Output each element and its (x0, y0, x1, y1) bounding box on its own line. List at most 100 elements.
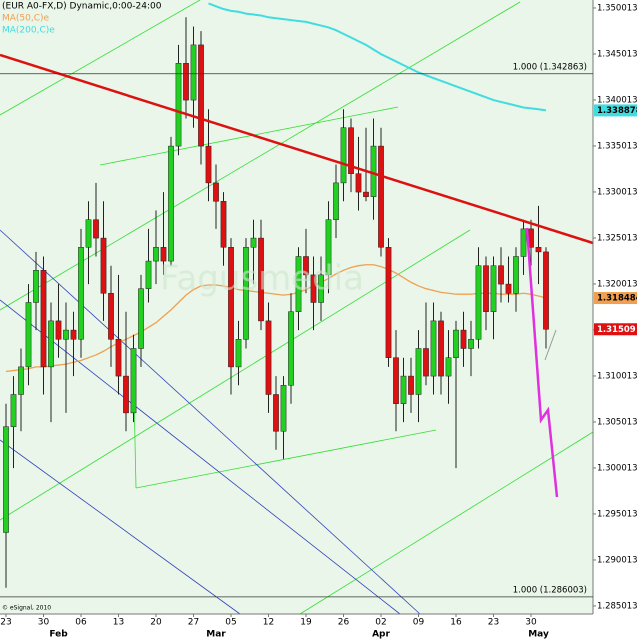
candle-body (108, 293, 114, 340)
candle-body (205, 145, 212, 184)
candle-body (40, 270, 47, 368)
x-tick-label: 23 (0, 618, 11, 628)
x-tick-label: 30 (38, 618, 50, 628)
projection-line (525, 227, 559, 498)
candle-body (220, 201, 227, 248)
y-tick-label: 1.285013 (597, 601, 637, 611)
candle-body (10, 394, 17, 427)
candle-body (370, 145, 377, 197)
candle-body (415, 348, 422, 395)
time-axis-background (0, 614, 593, 640)
y-tick-label: 1.345013 (597, 49, 637, 59)
candle-body (258, 237, 264, 322)
x-tick-label: 13 (113, 618, 124, 628)
level-label: 1.000 (1.342863) (513, 62, 587, 72)
candle-body (228, 247, 234, 368)
x-tick-label: 20 (150, 618, 162, 628)
chart-title: (EUR A0-FX,D) Dynamic,0:00-24:00 (2, 2, 162, 12)
x-tick-label: 27 (188, 618, 199, 628)
candle-body (213, 182, 219, 202)
y-tick-label: 1.325013 (597, 233, 637, 243)
candle-body (310, 274, 317, 303)
y-tick-label: 1.300013 (597, 463, 637, 473)
legend-entry: MA(50,C)e (2, 14, 50, 24)
candle-body (453, 329, 459, 358)
candle-body (288, 311, 294, 386)
candle-body (475, 265, 482, 340)
candle-body (265, 320, 272, 395)
y-tick-label: 1.305013 (597, 417, 637, 427)
candle-body (115, 339, 122, 377)
candle-body (145, 260, 152, 289)
candle-body (100, 237, 107, 294)
x-tick-label: 09 (413, 618, 425, 628)
drawings (0, 0, 594, 615)
candle-body (93, 219, 99, 239)
trend-line (99, 106, 399, 166)
candle-body (198, 44, 204, 147)
candle-body (168, 145, 174, 262)
x-tick-label: 19 (300, 618, 312, 628)
legend-entry: MA(200,C)e (2, 26, 55, 36)
trend-line (299, 431, 594, 615)
resistance-line (0, 53, 594, 245)
trend-line (0, 439, 241, 615)
x-tick-label: 06 (75, 618, 87, 628)
month-label: Mar (206, 630, 226, 640)
ma-line (208, 2, 547, 112)
candle-body (160, 247, 167, 262)
y-tick-label: 1.320013 (597, 279, 637, 289)
candle-body (460, 329, 467, 349)
candle-body (175, 63, 182, 147)
y-tick-label: 1.340013 (597, 95, 637, 105)
x-tick-label: 05 (225, 618, 236, 628)
candle-body (438, 320, 444, 377)
trend-line (0, 0, 201, 116)
candle-body (355, 173, 362, 193)
candle-body (340, 127, 347, 184)
last-value-label: 1.318484 (597, 294, 637, 304)
candle-body (423, 348, 429, 377)
candle-body (468, 339, 474, 349)
candle-body (250, 237, 257, 248)
candle-body (505, 283, 512, 294)
candle-body (348, 127, 354, 174)
candle-body (490, 265, 497, 312)
candle-body (153, 247, 159, 262)
candle-body (190, 44, 197, 101)
copyright: © eSignal, 2010 (2, 605, 51, 612)
candle-body (243, 247, 249, 340)
candle-body (430, 320, 437, 377)
last-value-box (594, 104, 637, 117)
trend-line (0, 229, 471, 521)
x-tick-label: 02 (375, 618, 386, 628)
level-label: 1.000 (1.286003) (513, 585, 587, 595)
candle-body (85, 219, 92, 248)
candle-body (25, 302, 32, 368)
candle-body (385, 247, 392, 358)
candle-body (333, 182, 339, 220)
candle-body (303, 256, 309, 276)
candle-body (78, 247, 84, 340)
x-tick-label: 23 (488, 618, 499, 628)
y-tick-label: 1.290013 (597, 555, 637, 565)
y-tick-label: 1.330013 (597, 187, 637, 197)
projection-line (544, 329, 557, 361)
candle-body (483, 265, 489, 312)
trend-line (135, 429, 437, 489)
candle-body (70, 329, 77, 340)
candle-body (48, 320, 54, 368)
candle-body (273, 394, 279, 432)
x-tick-label: 16 (450, 618, 462, 628)
candle-body (3, 426, 9, 533)
candle-body (130, 348, 137, 414)
candle-body (498, 265, 504, 285)
y-tick-label: 1.335013 (597, 141, 637, 151)
last-value-box (594, 323, 637, 336)
candle-body (363, 191, 369, 197)
trend-line (0, 299, 401, 615)
candle-body (513, 256, 519, 294)
candle-body (535, 247, 542, 253)
trend-line (0, 229, 421, 615)
last-value-label: 1.338878 (597, 106, 637, 116)
